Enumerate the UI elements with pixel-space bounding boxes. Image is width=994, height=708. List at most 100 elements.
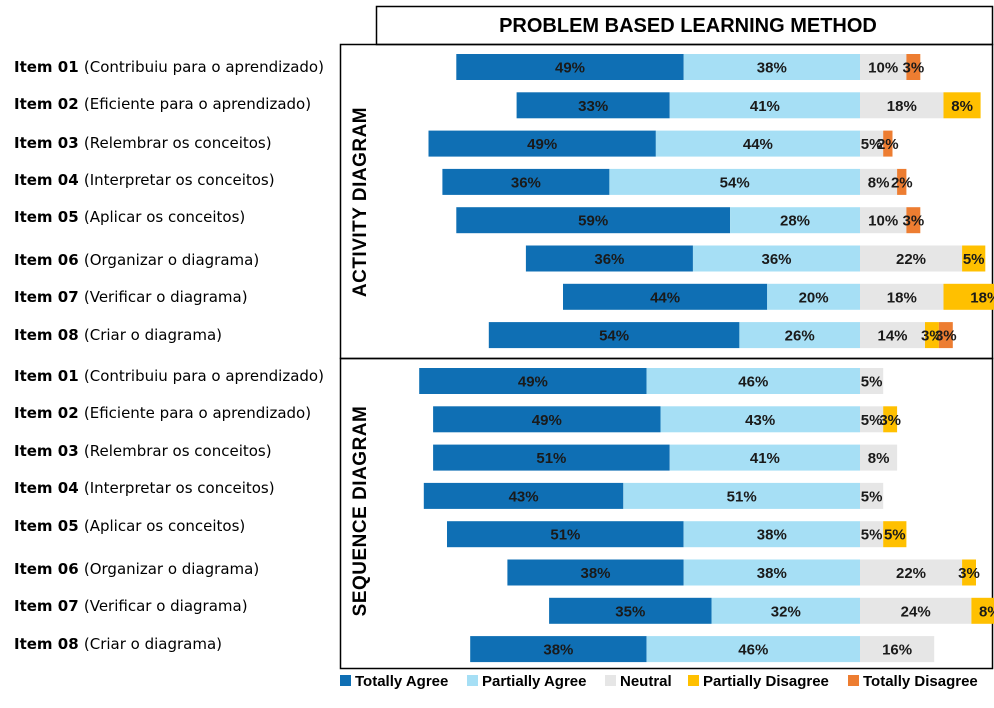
- bar-row: 54% 26% 14% 3%3%: [488, 322, 957, 349]
- bar-totally-agree: [433, 406, 661, 433]
- bar-neutral: [860, 92, 944, 119]
- bar-value-label: 3%: [935, 328, 957, 345]
- item-description: (Relembrar os conceitos): [84, 442, 272, 460]
- bar-totally-agree: [507, 559, 684, 586]
- item-number: Item 03: [14, 442, 84, 460]
- item-label: Item 02 (Eficiente para o aprendizado): [14, 95, 311, 113]
- bar-value-label: 43%: [509, 488, 539, 505]
- bar-partially-agree: [646, 368, 860, 394]
- legend-label: Neutral: [620, 673, 672, 690]
- bar-value-label: 2%: [877, 136, 899, 153]
- item-label: Item 08 (Criar o diagrama): [14, 326, 222, 344]
- bar-neutral: [860, 636, 935, 663]
- bar-value-label: 35%: [615, 603, 645, 620]
- bar-neutral: [860, 559, 963, 586]
- bar-value-label: 41%: [750, 450, 780, 467]
- item-label: Item 05 (Aplicar os conceitos): [14, 517, 245, 535]
- bar-row: 38% 38% 22% 3%: [507, 559, 980, 586]
- item-description: (Criar o diagrama): [84, 326, 222, 344]
- bar-value-label: 5%: [861, 412, 883, 429]
- bar-partially-agree: [609, 168, 860, 195]
- bar-neutral: [860, 521, 884, 548]
- bar-value-label: 5%: [861, 527, 883, 544]
- bar-totally-agree: [419, 368, 647, 394]
- bar-totally-agree: [488, 322, 740, 349]
- item-label: Item 03 (Relembrar os conceitos): [14, 134, 272, 152]
- item-number: Item 08: [14, 635, 84, 653]
- item-description: (Aplicar os conceitos): [84, 517, 245, 535]
- bar-value-label: 3%: [879, 412, 901, 429]
- bar-value-label: 28%: [780, 213, 810, 230]
- item-number: Item 05: [14, 208, 84, 226]
- bar-partially-agree: [730, 207, 860, 234]
- legend-swatch: [688, 675, 699, 686]
- bar-partially-agree: [669, 92, 860, 119]
- item-number: Item 05: [14, 517, 84, 535]
- bar-partially-disagree: [971, 597, 994, 624]
- chart-title: PROBLEM BASED LEARNING METHOD: [499, 15, 877, 37]
- bar-row: 59% 28% 10% 3%: [456, 207, 924, 234]
- item-description: (Interpretar os conceitos): [84, 479, 275, 497]
- bar-totally-agree: [456, 54, 684, 80]
- bar-value-label: 38%: [757, 60, 787, 77]
- legend-swatch: [605, 675, 616, 686]
- bar-partially-agree: [660, 406, 860, 433]
- bar-totally-disagree: [938, 322, 953, 349]
- bar-value-label: 38%: [543, 642, 573, 659]
- bar-neutral: [860, 597, 972, 624]
- bar-value-label: 41%: [750, 98, 780, 115]
- bar-partially-agree: [693, 245, 860, 272]
- bar-row: 49% 44% 5%2%: [428, 130, 899, 157]
- bar-partially-disagree: [883, 406, 898, 433]
- bar-neutral: [860, 482, 884, 509]
- bar-value-label: 51%: [727, 488, 757, 505]
- bar-neutral: [860, 406, 884, 433]
- bar-totally-agree: [433, 444, 670, 471]
- bar-value-label: 51%: [536, 450, 566, 467]
- bar-totally-agree: [563, 283, 768, 310]
- bar-row: 51% 38% 5% 5%: [447, 521, 907, 548]
- bar-value-label: 38%: [757, 565, 787, 582]
- bar-value-label: 5%: [861, 374, 883, 391]
- bar-value-label: 22%: [896, 251, 926, 268]
- item-number: Item 03: [14, 134, 84, 152]
- legend-entry-partially-agree: Partially Agree: [467, 673, 587, 690]
- bar-partially-agree: [683, 521, 860, 548]
- bar-value-label: 3%: [958, 565, 980, 582]
- bar-row: 43% 51% 5%: [423, 482, 884, 509]
- legend: Totally Agree Partially Agree Neutral Parti…: [340, 673, 978, 690]
- bar-value-label: 46%: [738, 642, 768, 659]
- bar-partially-agree: [669, 444, 860, 471]
- bar-neutral: [860, 54, 907, 80]
- bar-value-label: 8%: [868, 450, 890, 467]
- item-description: (Eficiente para o aprendizado): [84, 95, 311, 113]
- bar-totally-disagree: [883, 130, 893, 157]
- item-number: Item 04: [14, 171, 84, 189]
- item-number: Item 01: [14, 58, 84, 76]
- bar-totally-disagree: [897, 168, 907, 195]
- bar-value-label: 5%: [884, 527, 906, 544]
- bar-neutral: [860, 322, 925, 349]
- bar-value-label: 38%: [580, 565, 610, 582]
- bar-row: 35% 32% 24% 8%: [549, 597, 994, 624]
- item-label: Item 06 (Organizar o diagrama): [14, 560, 259, 578]
- bar-value-label: 54%: [720, 174, 750, 191]
- item-label: Item 01 (Contribuiu para o aprendizado): [14, 58, 324, 76]
- bar-value-label: 10%: [868, 60, 898, 77]
- legend-entry-neutral: Neutral: [605, 673, 672, 690]
- bar-value-label: 49%: [518, 374, 548, 391]
- item-description: (Organizar o diagrama): [84, 560, 259, 578]
- bar-partially-agree: [711, 597, 860, 624]
- bar-partially-agree: [623, 482, 860, 509]
- bar-partially-disagree: [883, 521, 907, 548]
- bar-value-label: 46%: [738, 374, 768, 391]
- item-number: Item 02: [14, 95, 84, 113]
- bar-neutral: [860, 168, 898, 195]
- sequence-diagram-label: SEQUENCE DIAGRAM: [350, 406, 371, 617]
- bar-value-label: 51%: [550, 527, 580, 544]
- bar-value-label: 18%: [887, 289, 917, 306]
- bar-row: 49% 46% 5%: [419, 368, 884, 394]
- item-number: Item 06: [14, 251, 84, 269]
- item-description: (Organizar o diagrama): [84, 251, 259, 269]
- bar-row: 33% 41% 18% 8%: [516, 92, 981, 119]
